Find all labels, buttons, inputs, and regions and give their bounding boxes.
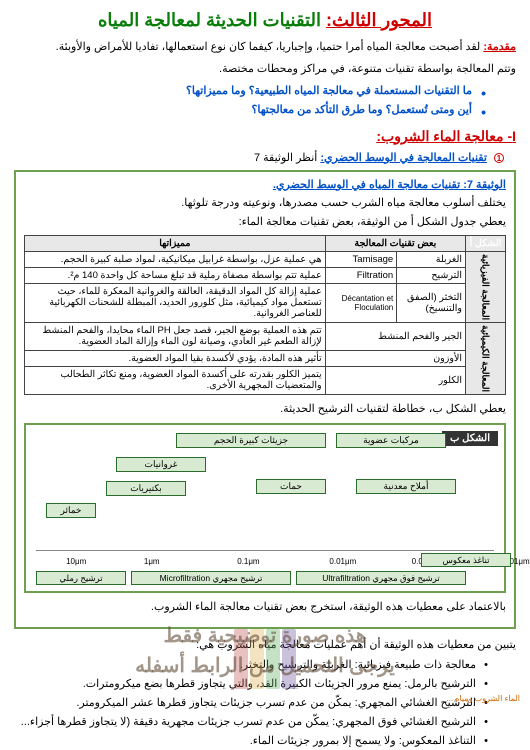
intro-line1: لقد أصبحت معالجة المياه أمرا حتميا، وإجب… <box>56 41 481 53</box>
r4-ar: الأوزون <box>325 350 465 366</box>
subsection-ref: أنظر الوثيقة 7 <box>254 152 317 164</box>
doc-p2: يعطي جدول الشكل أ من الوثيقة، بعض تقنيات… <box>24 214 506 231</box>
doc-title: الوثيقة 7: تقنيات معالجة المياه في الوسط… <box>24 178 506 191</box>
conclusion: يتبين من معطيات هذه الوثيقة أن أهم عمليا… <box>14 637 516 750</box>
axis-line <box>36 550 494 551</box>
title-text: التقنيات الحديثة لمعالجة المياه <box>98 10 321 30</box>
subsection-title: تقنيات المعالجة في الوسط الحضري: <box>320 152 487 164</box>
axis-tick: 1μm <box>144 557 160 566</box>
group-physical: المعالجة الفيزيائية <box>466 251 506 322</box>
filter-bar: ترشيح مجهري Microfiltration <box>131 571 291 585</box>
conc-item: معالجة ذات طبيعة فيزيائية: الغربلة والتر… <box>14 657 488 674</box>
r0-feat: هي عملية عزل، بواسطة غرابيل ميكانيكية، ل… <box>25 251 326 267</box>
conc-item: الترشيح الغشائي فوق المجهري: يمكّن من عد… <box>14 714 488 731</box>
footer-right: الماء الشروب ومياه ... <box>446 694 520 703</box>
filter-bar: تناغذ معكوس <box>421 553 511 567</box>
filter-bar: ترشيح رملي <box>36 571 126 585</box>
r1-feat: عملية تتم بواسطة مصفاة رملية قد تبلغ مسا… <box>25 267 326 283</box>
r5-feat: يتميز الكلور بقدرته على أكسدة المواد الع… <box>25 366 326 394</box>
particle-box: جزيئات كبيرة الحجم <box>176 433 326 448</box>
question-1: ما التقنيات المستعملة في معالجة المياه ا… <box>14 82 486 101</box>
axis-tick: 0.1μm <box>237 557 259 566</box>
group-chemical: المعالجة الكيميائية <box>466 322 506 394</box>
particle-box: حمات <box>256 479 326 494</box>
doc-p4: بالاعتماد على معطيات هذه الوثيقة، استخرج… <box>24 599 506 616</box>
particle-box: أملاح معدنية <box>356 479 456 494</box>
conc-item: التناغذ المعكوس: ولا يسمح إلا بمرور جزيئ… <box>14 733 488 750</box>
th-shape: الشكل أ <box>466 235 506 251</box>
particle-box: بكتيريات <box>106 481 186 496</box>
r5-ar: الكلور <box>325 366 465 394</box>
r1-ar: الترشيح <box>397 267 466 283</box>
r3-feat: تتم هذه العملية بوضع الجير، قصد جعل PH ا… <box>25 322 326 350</box>
techniques-table: الشكل أ بعض تقنيات المعالجة مميزاتها الم… <box>24 235 506 395</box>
r3-ar: الجير والفحم المنشط <box>325 322 465 350</box>
intro-line2: وتتم المعالجة بواسطة تقنيات متنوعة، في م… <box>14 61 516 79</box>
filter-bar: ترشيح فوق مجهري Ultrafiltration <box>296 571 466 585</box>
conclusion-list: معالجة ذات طبيعة فيزيائية: الغربلة والتر… <box>14 657 488 750</box>
filtration-diagram: الشكل ب جزيئات كبيرة الحجم مركبات عضوية غر… <box>24 423 506 593</box>
intro-questions: ما التقنيات المستعملة في معالجة المياه ا… <box>14 82 486 119</box>
subsection: 1 تقنيات المعالجة في الوسط الحضري: أنظر … <box>26 151 504 164</box>
conclusion-intro: يتبين من معطيات هذه الوثيقة أن أهم عمليا… <box>14 637 516 654</box>
axis-label: المحور الثالث: <box>326 10 432 30</box>
axis-tick: 10μm <box>66 557 86 566</box>
question-2: أين ومتى تُستعمل؟ وما طرق التأكد من معال… <box>14 101 486 120</box>
r0-en: Tamisage <box>325 251 397 267</box>
document-box: الوثيقة 7: تقنيات معالجة المياه في الوسط… <box>14 170 516 629</box>
th-feat: مميزاتها <box>25 235 326 251</box>
r2-feat: عملية إزالة كل المواد الدقيقة، العالقة و… <box>25 284 326 323</box>
shape-b-label: الشكل ب <box>442 431 498 446</box>
r1-en: Filtration <box>325 267 397 283</box>
particle-box: خمائر <box>46 503 96 518</box>
doc-p3: يعطي الشكل ب، خطاطة لتقنيات الترشيح الحد… <box>24 401 506 418</box>
intro-paragraph: مقدمة: لقد أصبحت معالجة المياه أمرا حتمي… <box>14 39 516 57</box>
th-tech: بعض تقنيات المعالجة <box>325 235 465 251</box>
conc-item: الترشيح بالرمل: يمنع مرور الجزيئات الكبي… <box>14 676 488 693</box>
circle-number-icon: 1 <box>494 153 504 163</box>
axis-tick: 0.01μm <box>329 557 356 566</box>
particle-box: مركبات عضوية <box>336 433 446 448</box>
conc-item: الترشيح الغشائي المجهري: يمكّن من عدم تس… <box>14 695 488 712</box>
r2-ar: التخثر (الصفق والتنسيخ) <box>397 284 466 323</box>
r2-en: Décantation et Floculation <box>325 284 397 323</box>
doc-p1: يختلف أسلوب معالجة مياه الشرب حسب مصدرها… <box>24 195 506 212</box>
r4-feat: تأثير هذه المادة، يؤدي لأكسدة بقيا الموا… <box>25 350 326 366</box>
intro-label: مقدمة: <box>483 41 516 53</box>
r0-ar: الغربلة <box>397 251 466 267</box>
section-heading: I- معالجة الماء الشروب: <box>14 128 516 145</box>
page-title: المحور الثالث: التقنيات الحديثة لمعالجة … <box>14 10 516 31</box>
particle-box: غروانيات <box>116 457 206 472</box>
